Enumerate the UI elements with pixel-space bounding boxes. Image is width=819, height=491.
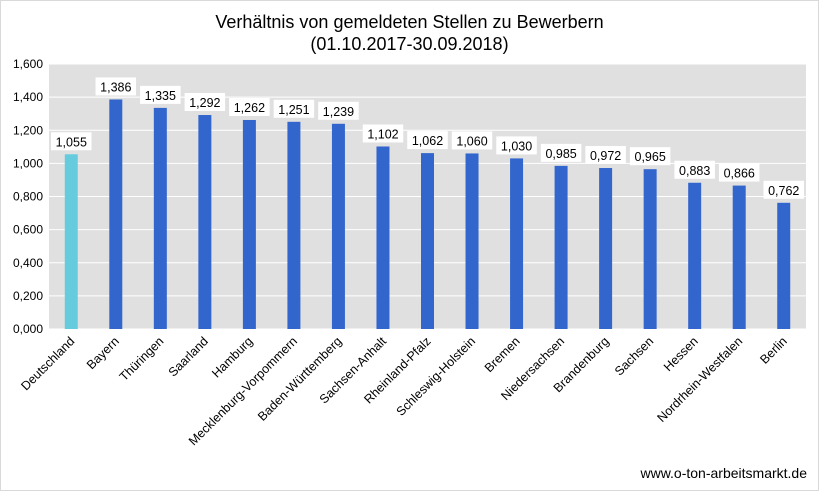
data-label: 1,251 (273, 99, 315, 118)
data-label-box (718, 163, 760, 182)
data-label-box (318, 101, 359, 120)
x-tick-label: Hessen (661, 334, 701, 374)
y-tick-label: 1,400 (13, 90, 43, 104)
chart-subtitle: (01.10.2017-30.09.2018) (310, 34, 509, 54)
data-label-box (451, 131, 493, 150)
bar (331, 123, 345, 330)
data-label-box (362, 124, 404, 143)
data-label: 1,292 (184, 93, 226, 112)
bar (287, 121, 301, 329)
bars (64, 99, 791, 330)
bar (109, 99, 123, 329)
data-label-text: 0,866 (724, 167, 755, 181)
data-label: 0,972 (585, 146, 626, 165)
x-tick-label: Nordrhein-Westfalen (655, 334, 746, 425)
bar (242, 119, 256, 329)
x-tick-label: Deutschland (18, 334, 77, 393)
y-tick-label: 0,600 (13, 223, 43, 237)
data-label: 0,965 (629, 147, 671, 166)
data-label: 0,985 (540, 143, 582, 162)
x-tick-label: Bayern (84, 334, 122, 372)
data-label: 1,239 (318, 101, 359, 120)
data-label: 0,883 (674, 160, 715, 179)
y-tick-label: 1,600 (13, 57, 43, 71)
data-label-text: 0,965 (635, 150, 666, 164)
data-label: 0,762 (763, 180, 804, 199)
bar (421, 153, 434, 329)
data-label-box (95, 77, 137, 96)
data-label-text: 0,883 (679, 164, 710, 178)
source-credit: www.o-ton-arbeitsmarkt.de (640, 465, 807, 481)
data-label: 1,062 (407, 131, 448, 150)
data-label-box (629, 147, 671, 166)
data-label: 1,060 (451, 131, 493, 150)
y-tick-label: 0,800 (13, 190, 43, 204)
y-tick-label: 0,200 (13, 289, 43, 303)
bar (688, 182, 702, 329)
data-label-box (407, 131, 448, 150)
data-label-text: 1,335 (145, 89, 176, 103)
data-label-box (540, 143, 582, 162)
bar (510, 158, 524, 329)
data-label-box (763, 180, 804, 199)
data-label: 0,866 (718, 163, 760, 182)
bar (198, 115, 212, 329)
bar (732, 185, 746, 329)
x-tick-label: Baden-Württemberg (255, 334, 345, 424)
bar (777, 202, 791, 329)
data-label-text: 1,386 (100, 80, 131, 94)
x-tick-label: Hamburg (209, 334, 255, 380)
y-tick-label: 0,000 (13, 322, 43, 336)
x-tick-label: Saarland (166, 334, 211, 379)
data-label: 1,102 (362, 124, 404, 143)
bar (643, 169, 657, 329)
bar (64, 154, 78, 329)
bar (376, 146, 390, 329)
data-label-text: 1,030 (501, 139, 532, 153)
data-label: 1,030 (496, 136, 537, 155)
bar (153, 107, 167, 329)
chart-title: Verhältnis von gemeldeten Stellen zu Bew… (215, 12, 604, 32)
data-label-text: 0,972 (590, 149, 621, 163)
data-label-box (496, 136, 537, 155)
bar (599, 168, 613, 329)
data-label: 1,262 (229, 97, 270, 116)
data-label-box (273, 99, 315, 118)
data-label-text: 0,985 (545, 147, 576, 161)
data-label-text: 1,262 (234, 101, 265, 115)
x-tick-label: Schleswig-Holstein (394, 334, 479, 419)
data-label-text: 1,102 (367, 127, 398, 141)
data-label-box (229, 97, 270, 116)
bar (465, 153, 479, 329)
data-label-text: 1,292 (189, 96, 220, 110)
data-label: 1,055 (51, 132, 92, 151)
data-labels: 1,055 1,386 1,335 1,292 1,262 1,251 1,239 1,102… (51, 77, 804, 199)
x-tick-label: Bremen (482, 334, 523, 375)
x-tick-label: Sachsen (612, 334, 656, 378)
data-label: 1,335 (140, 85, 181, 104)
data-label-text: 1,062 (412, 134, 443, 148)
data-label-text: 0,762 (768, 184, 799, 198)
data-label: 1,386 (95, 77, 137, 96)
data-label-text: 1,060 (456, 134, 487, 148)
data-label-box (674, 160, 715, 179)
data-label-box (51, 132, 92, 151)
y-tick-label: 1,000 (13, 156, 43, 170)
y-tick-label: 1,200 (13, 123, 43, 137)
data-label-text: 1,239 (323, 105, 354, 119)
y-axis-ticks: 0,000 0,200 0,400 0,600 0,800 1,000 1,200 1,400… (13, 57, 43, 336)
x-tick-label: Berlin (757, 334, 790, 367)
data-label-box (184, 93, 226, 112)
y-tick-label: 0,400 (13, 256, 43, 270)
x-tick-label: Thüringen (117, 334, 167, 384)
data-label-text: 1,251 (278, 103, 309, 117)
data-label-text: 1,055 (56, 135, 87, 149)
data-label-box (585, 146, 626, 165)
data-label-box (140, 85, 181, 104)
bar (554, 165, 568, 329)
